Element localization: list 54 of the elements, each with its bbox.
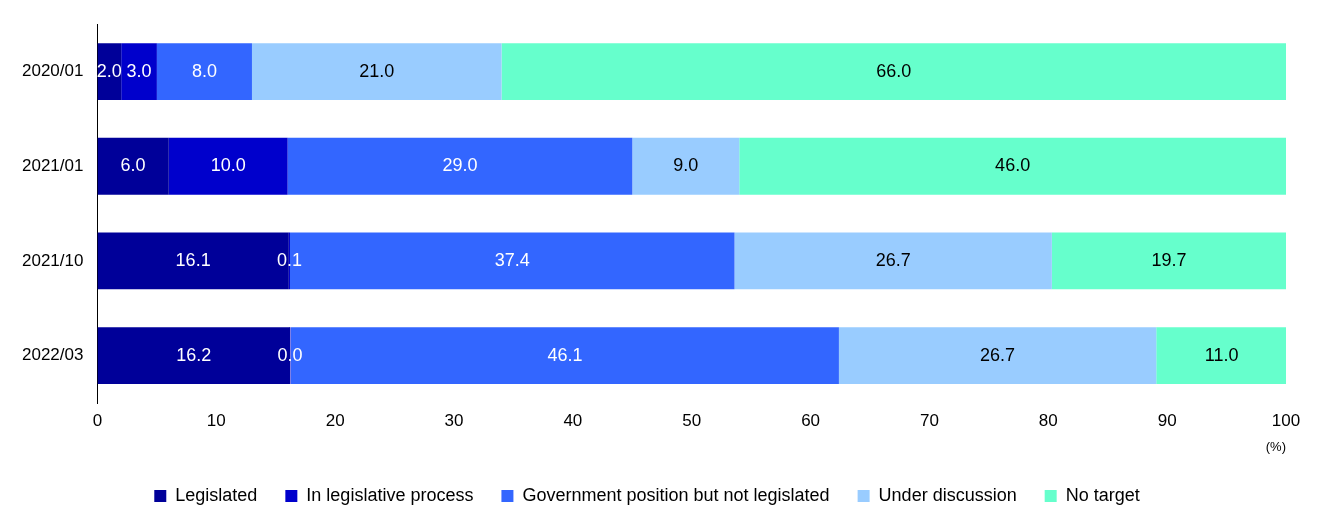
data-label: 16.2 <box>176 344 212 365</box>
x-tick-label: 80 <box>1038 410 1058 430</box>
x-axis-title: (%) <box>1265 438 1286 454</box>
data-label: 9.0 <box>673 155 699 176</box>
data-label: 3.0 <box>126 60 152 81</box>
bar <box>1156 327 1286 385</box>
x-tick-label: 90 <box>1157 410 1177 430</box>
data-label: 26.7 <box>980 344 1016 365</box>
legend-label: No target <box>1065 484 1140 505</box>
data-label: 46.1 <box>547 344 583 365</box>
bar <box>501 43 1286 100</box>
legend-label: Under discussion <box>878 484 1017 505</box>
data-label: 11.0 <box>1204 344 1239 365</box>
bar <box>168 137 288 195</box>
legend-label: In legislative process <box>306 484 474 505</box>
data-label: 6.0 <box>120 155 146 176</box>
bar <box>1051 232 1286 290</box>
data-label: 19.7 <box>1151 249 1187 270</box>
data-label: 10.0 <box>210 155 246 176</box>
data-label: 0.0 <box>277 344 303 365</box>
y-tick-label: 2022/03 <box>22 345 84 365</box>
y-tick-label: 2020/01 <box>22 61 84 81</box>
data-label: 21.0 <box>359 60 395 81</box>
bar <box>632 137 740 195</box>
bar <box>739 137 1286 195</box>
bar <box>838 327 1157 385</box>
bar <box>156 43 252 100</box>
x-tick-label: 100 <box>1271 410 1301 430</box>
data-label: 2.0 <box>96 60 122 81</box>
y-tick-label: 2021/10 <box>22 250 84 270</box>
data-label: 66.0 <box>876 60 912 81</box>
data-label: 8.0 <box>191 60 217 81</box>
data-label: 46.0 <box>995 155 1031 176</box>
x-tick-label: 10 <box>206 410 226 430</box>
x-tick-label: 30 <box>444 410 464 430</box>
bar <box>287 137 633 195</box>
x-tick-label: 20 <box>325 410 345 430</box>
y-tick-label: 2021/01 <box>22 155 84 175</box>
data-label: 16.1 <box>175 249 211 270</box>
bar <box>251 43 502 100</box>
x-tick-label: 70 <box>919 410 939 430</box>
x-tick-label: 40 <box>563 410 583 430</box>
data-label: 29.0 <box>442 155 478 176</box>
data-label: 0.1 <box>276 249 302 270</box>
bar <box>121 43 157 100</box>
x-tick-label: 50 <box>682 410 702 430</box>
bar <box>97 137 169 195</box>
bar <box>734 232 1052 290</box>
data-label: 26.7 <box>875 249 911 270</box>
legend-label: Government position but not legislated <box>522 484 830 505</box>
x-tick-label: 60 <box>801 410 821 430</box>
x-tick-label: 0 <box>92 410 103 430</box>
legend-label: Legislated <box>175 484 258 505</box>
data-label: 37.4 <box>494 249 530 270</box>
